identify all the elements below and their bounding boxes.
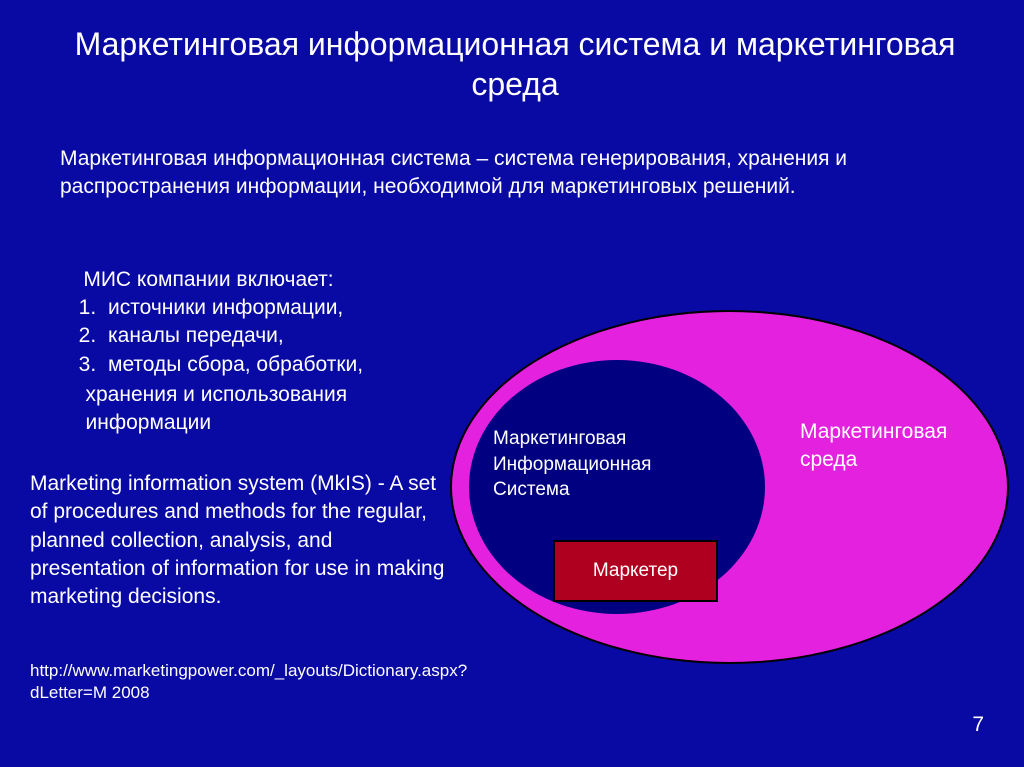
english-definition: Marketing information system (MkIS) - A …	[30, 470, 450, 612]
list-item: методы сбора, обработки,	[102, 351, 482, 379]
mis-components-list: источники информации,каналы передачи,мет…	[68, 294, 482, 379]
slide: Маркетинговая информационная система и м…	[0, 0, 1024, 767]
slide-title: Маркетинговая информационная система и м…	[70, 24, 960, 104]
marketer-box: Маркетер	[553, 540, 718, 602]
list-continuation: хранения и использования информации	[68, 381, 448, 438]
definition-text: Маркетинговая информационная система – с…	[60, 145, 940, 202]
inner-ellipse-label: Маркетинговая Информационная Система	[493, 426, 651, 503]
source-citation: http://www.marketingpower.com/_layouts/D…	[30, 660, 480, 704]
list-heading: МИС компании включает:	[60, 266, 440, 294]
list-item: источники информации,	[102, 294, 482, 322]
list-item: каналы передачи,	[102, 322, 482, 350]
outer-ellipse-label: Маркетинговая среда	[800, 418, 947, 475]
marketer-label: Маркетер	[593, 560, 678, 582]
page-number: 7	[972, 713, 984, 737]
